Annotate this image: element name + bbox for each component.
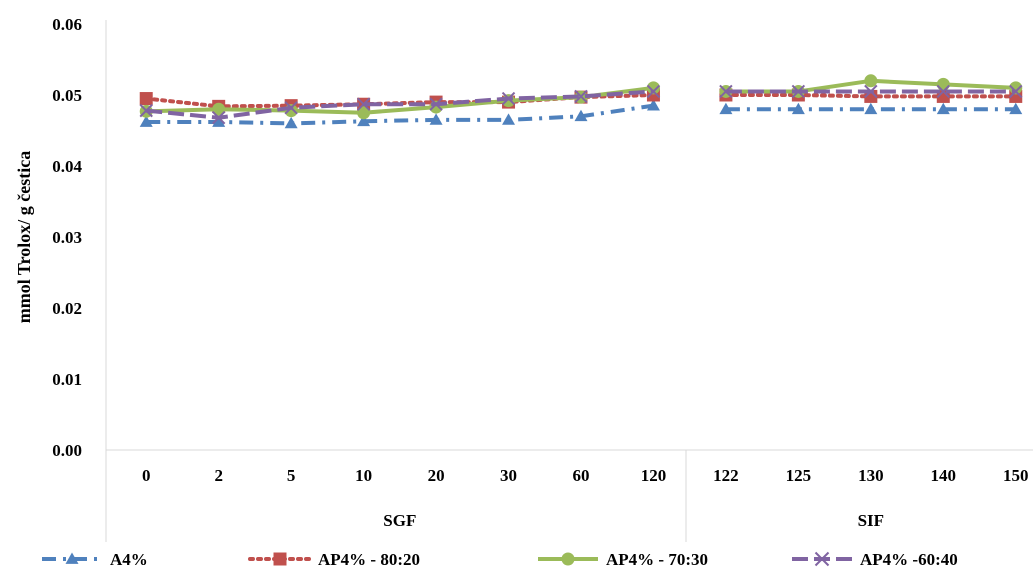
data-point-triangle [936,102,950,115]
data-point-x-stroke [1009,84,1023,99]
data-point-triangle [864,102,878,115]
data-point-x-stroke [791,84,806,99]
data-point-triangle [357,114,371,127]
x-tick-label: 5 [287,466,296,485]
data-point-triangle [719,102,733,115]
group-label: SGF [383,511,416,530]
data-point-x [936,84,950,99]
data-point-triangle [284,116,298,129]
data-point-x [501,91,516,106]
data-point-circle [561,552,575,566]
data-point-triangle [1009,102,1023,115]
y-tick-label: 0.02 [52,299,82,318]
data-point-x-stroke [646,84,661,99]
data-point-x-stroke [211,111,226,125]
data-point-triangle [502,113,516,125]
data-point-x [814,551,830,567]
data-point-x [1009,84,1023,99]
y-tick-label: 0.06 [52,15,82,34]
y-axis-ticks: 0.00 0.01 0.02 0.03 0.04 0.05 0.06 [52,15,82,460]
data-point-x [139,103,153,118]
legend-label: AP4% - 80:20 [318,550,420,569]
data-point-circle [646,81,660,95]
legend-item: AP4% - 80:20 [248,550,420,569]
x-tick-label: 125 [786,466,812,485]
legend-label: AP4% - 70:30 [606,550,708,569]
data-point-x-stroke [864,84,878,99]
data-point-square [273,552,287,566]
x-tick-label: 60 [572,466,589,485]
x-tick-label: 0 [142,466,151,485]
data-point-circle [357,106,371,120]
x-tick-label: 120 [641,466,667,485]
data-point-circle [864,74,878,88]
legend-item: AP4% - 70:30 [538,550,708,569]
data-point-triangle [65,552,79,564]
data-point-x [429,97,443,111]
data-point-x-stroke [501,91,516,106]
data-point-x [574,89,588,104]
x-tick-label: 20 [428,466,445,485]
data-point-x [211,111,226,125]
series-4 [139,84,1023,125]
x-tick-label: 140 [931,466,957,485]
data-point-triangle [791,102,805,115]
data-point-x [864,84,878,99]
group-label: SIF [858,511,884,530]
data-point-x [284,101,298,115]
x-tick-label: 30 [500,466,517,485]
data-point-triangle [574,109,588,122]
y-axis-label: mmol Trolox/ g čestica [14,151,34,323]
data-point-circle [936,77,950,91]
legend-item: A4% [42,550,148,569]
y-tick-label: 0.04 [52,157,82,176]
data-point-x-stroke [356,97,371,111]
x-tick-label: 10 [355,466,372,485]
data-point-x [791,84,806,99]
data-point-triangle [139,115,153,127]
data-point-x-stroke [719,84,733,99]
legend-item: AP4% -60:40 [792,550,958,569]
data-point-circle [212,102,226,116]
data-point-x [646,84,661,99]
legend-label: A4% [110,550,148,569]
x-tick-label: 150 [1003,466,1029,485]
data-point-square [139,92,153,106]
series-line [146,89,654,120]
data-point-x-stroke [574,89,588,104]
axes [105,20,1033,542]
data-point-triangle [212,115,226,127]
data-point-x-stroke [814,551,830,567]
data-point-triangle [429,113,443,125]
series-line [146,103,654,126]
y-tick-label: 0.00 [52,441,82,460]
y-tick-label: 0.05 [52,86,82,105]
x-tick-label: 2 [214,466,223,485]
data-point-x-stroke [936,84,950,99]
x-axis-ticks: 0 2 5 10 20 30 60 120 122 125 130 140 150 [142,466,1029,485]
plot-series [139,74,1023,129]
y-tick-label: 0.03 [52,228,82,247]
data-point-x-stroke [139,103,153,118]
x-axis-groups: SGF SIF [383,511,884,530]
x-tick-label: 122 [713,466,739,485]
series-1 [139,99,1023,129]
data-point-x-stroke [429,97,443,111]
y-tick-label: 0.01 [52,370,82,389]
data-point-x [719,84,733,99]
legend: A4% AP4% - 80:20 AP4% - 70:30 AP4% -60:40 [42,550,958,569]
legend-label: AP4% -60:40 [860,550,958,569]
data-point-triangle [646,99,660,111]
x-tick-label: 130 [858,466,884,485]
data-point-x [356,97,371,111]
data-point-x-stroke [284,101,298,115]
